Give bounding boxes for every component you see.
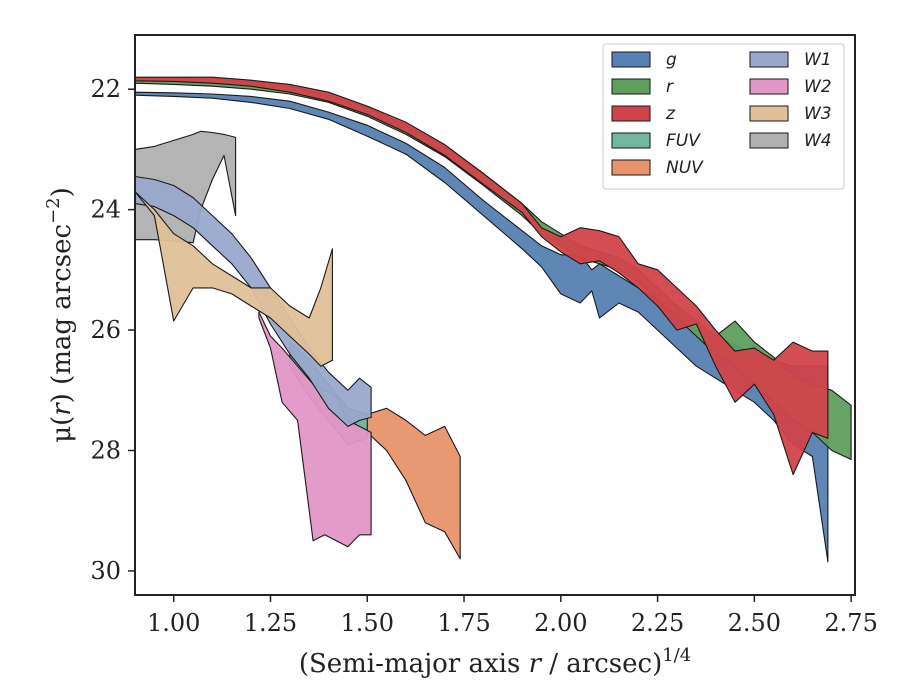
x-tick-label: 2.25 [631, 609, 684, 637]
y-tick-label: 26 [90, 316, 121, 344]
x-tick-label: 1.50 [341, 609, 394, 637]
legend-label-w2: W2 [804, 77, 832, 97]
legend-label-r: r [666, 77, 674, 97]
band-w2 [258, 311, 372, 548]
legend: grz FUV NUV W1 W2 W3 W4 [602, 43, 845, 190]
legend-label-w4: W4 [804, 131, 832, 151]
y-tick-label: 24 [90, 196, 121, 224]
legend-swatch-fuv [611, 132, 651, 149]
x-tick-label: 2.00 [534, 609, 587, 637]
x-tick-label: 1.75 [437, 609, 490, 637]
band-w3 [134, 191, 333, 367]
legend-label-z: z [665, 104, 676, 124]
y-tick-label: 28 [90, 436, 121, 464]
legend-swatch-r [611, 78, 651, 95]
x-tick-label: 2.50 [728, 609, 781, 637]
y-axis-label: μ(r) (mag arcsec−2) [43, 187, 77, 443]
legend-label-w3: W3 [804, 104, 832, 124]
x-tick-label: 2.75 [824, 609, 877, 637]
x-tick-label: 1.00 [147, 609, 200, 637]
legend-swatch-w4 [749, 132, 789, 149]
legend-swatch-nuv [611, 159, 651, 176]
legend-label-w1: W1 [804, 50, 832, 70]
band-z [134, 76, 829, 476]
y-tick-label: 22 [90, 75, 121, 103]
band-nuv [347, 407, 461, 560]
legend-swatch-w2 [749, 78, 789, 95]
band-w1 [134, 175, 372, 427]
legend-label-fuv: FUV [666, 131, 701, 151]
x-tick-label: 1.25 [244, 609, 297, 637]
y-tick-label: 30 [90, 557, 121, 585]
legend-swatch-z [611, 105, 651, 122]
legend-swatch-g [611, 51, 651, 68]
axes: 1.00 1.25 1.50 1.75 2.00 2.25 2.50 2.75 22 24 26 28… [90, 34, 878, 637]
legend-swatch-w1 [749, 51, 789, 68]
legend-label-g: g [666, 50, 677, 70]
series-layer [134, 76, 852, 563]
plot-frame [134, 34, 856, 596]
legend-label-nuv: NUV [666, 158, 704, 178]
legend-swatch-w3 [749, 105, 789, 122]
legend-entries: grz FUV NUV W1 W2 W3 W4 [611, 50, 832, 178]
x-axis-label: (Semi-major axis r / arcsec)1/4 [299, 645, 691, 679]
